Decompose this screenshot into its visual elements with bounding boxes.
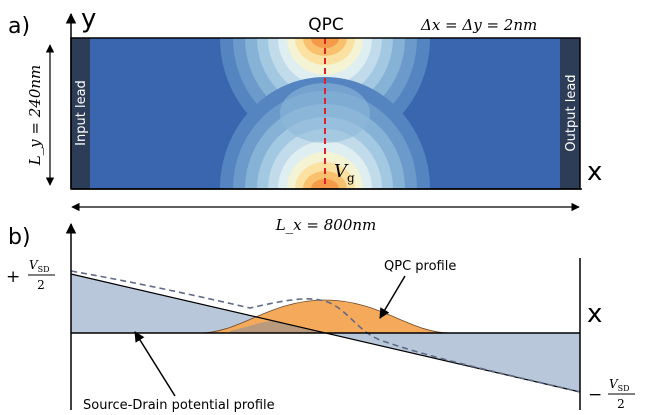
panel-a-letter: a) <box>8 14 30 39</box>
sd-profile-arrow <box>134 331 176 397</box>
vsd-minus-numerator: VSD <box>609 377 630 393</box>
input-lead-label: Input lead <box>74 80 89 146</box>
x-axis-letter-b: x <box>587 299 602 329</box>
qpc-profile-label: QPC profile <box>384 259 456 274</box>
panel-a: a) <box>8 4 602 234</box>
input-lead-bar <box>71 38 90 189</box>
qpc-profile-arrow <box>379 275 406 319</box>
total-profile-dashed <box>70 270 581 393</box>
y-axis-letter-a: y <box>81 4 96 34</box>
output-lead-bar <box>560 38 580 189</box>
device-region <box>71 38 580 189</box>
vsd-plus-label: + VSD 2 <box>6 258 55 292</box>
vsd-minus-sign: − <box>588 385 602 405</box>
panel-b-letter: b) <box>8 225 31 250</box>
vsd-minus-label: − VSD 2 <box>588 377 635 411</box>
vsd-minus-denominator: 2 <box>617 397 625 411</box>
grid-spacing-label: Δx = Δy = 2nm <box>420 16 537 34</box>
lx-label: L_x = 800nm <box>275 216 377 234</box>
sd-profile-label: Source-Drain potential profile <box>83 398 275 413</box>
x-axis-letter-a: x <box>587 157 602 187</box>
vsd-plus-sign: + <box>6 267 20 287</box>
gate-label: Vg <box>334 161 355 185</box>
ly-label: L_y = 240nm <box>26 65 44 167</box>
panel-b: b) x + VSD 2 − VSD 2 <box>6 222 635 413</box>
vsd-plus-denominator: 2 <box>37 278 45 292</box>
vsd-plus-numerator: VSD <box>29 258 50 274</box>
qpc-label: QPC <box>308 15 344 35</box>
output-lead-label: Output lead <box>564 74 579 151</box>
overlap-fill <box>230 321 325 333</box>
